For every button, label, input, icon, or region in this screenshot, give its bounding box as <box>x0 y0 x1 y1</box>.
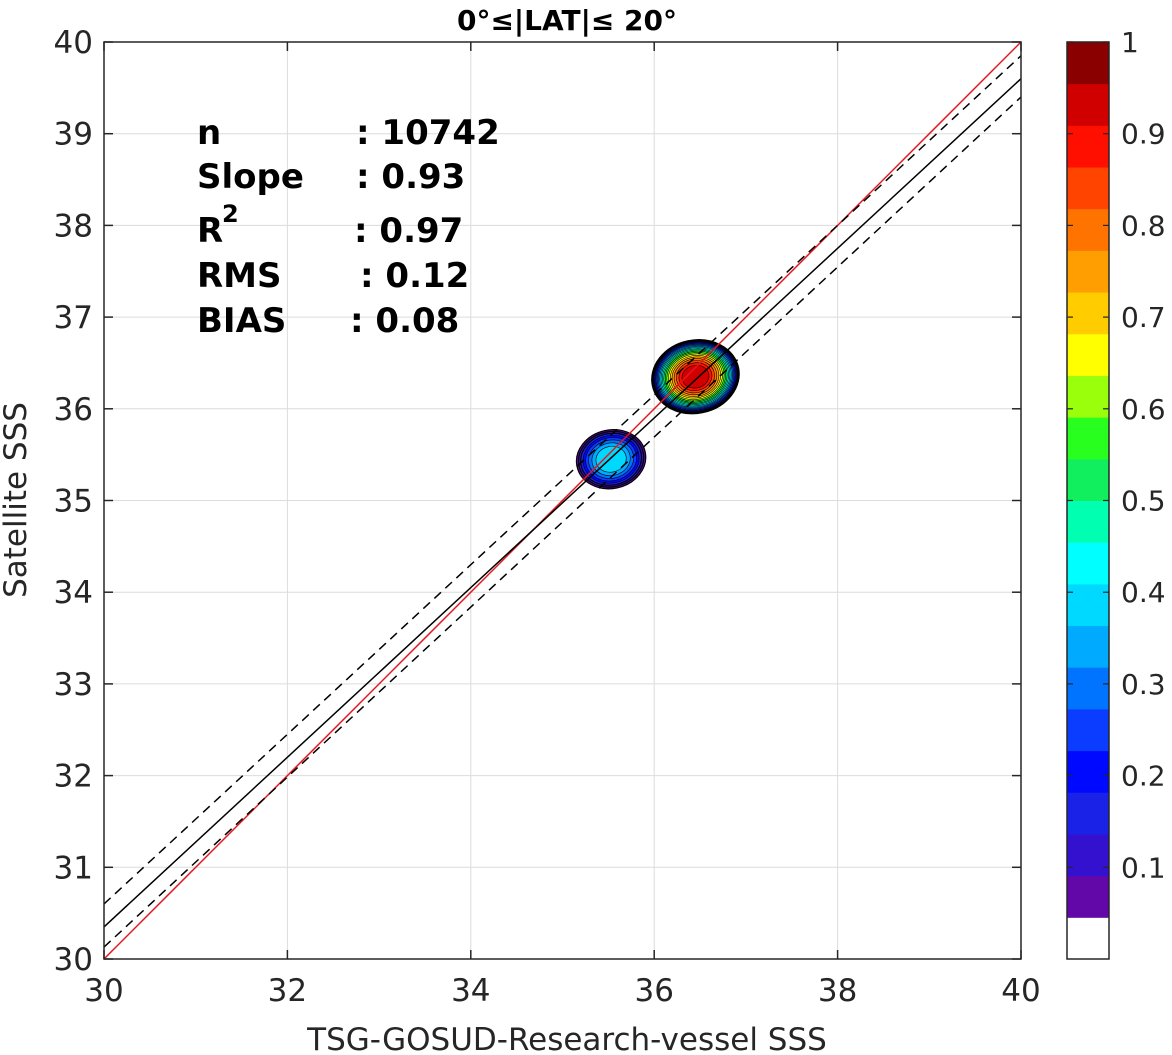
colorbar-tick-label: 0.9 <box>1121 118 1166 151</box>
line-one-to-one <box>103 41 1022 960</box>
axis-ticks: 30 32 34 36 38 40 30 31 32 33 34 35 36 37 38 39 40 <box>54 25 1041 1009</box>
stat-rms-value: : 0.12 <box>360 256 469 296</box>
stats-box: n : 10742 Slope : 0.93 R 2 : 0.97 RMS : … <box>197 113 500 341</box>
colorbar-segment <box>1067 83 1109 126</box>
stat-slope-value: : 0.93 <box>356 157 465 197</box>
colorbar-segment <box>1067 292 1109 335</box>
colorbar-segment <box>1067 875 1109 918</box>
y-tick-label: 33 <box>54 667 93 703</box>
colorbar-segment <box>1067 417 1109 460</box>
line-regression-minus <box>103 96 1022 948</box>
stat-slope-label: Slope <box>197 157 304 197</box>
density-contours <box>575 339 740 490</box>
colorbar-tick-label: 0.3 <box>1121 668 1166 701</box>
colorbar-segment <box>1067 708 1109 752</box>
colorbar-segment <box>1067 667 1109 710</box>
line-regression-plus <box>103 55 1022 905</box>
contour-level-0 <box>681 364 710 389</box>
colorbar-segment <box>1067 917 1109 960</box>
colorbar-segment <box>1067 375 1109 418</box>
y-tick-label: 35 <box>54 484 93 520</box>
y-tick-label: 34 <box>54 575 93 611</box>
colorbar-segment <box>1067 792 1109 835</box>
stat-r2-value: : 0.97 <box>354 211 463 251</box>
stat-rms-label: RMS <box>197 256 282 296</box>
colorbar-segment <box>1067 125 1109 168</box>
colorbar-tick-label: 0.5 <box>1121 485 1166 518</box>
colorbar-segment <box>1067 542 1109 585</box>
colorbar-segment <box>1067 42 1109 85</box>
colorbar-segment <box>1067 583 1109 627</box>
colorbar-segment <box>1067 250 1109 293</box>
y-tick-label: 31 <box>54 850 93 886</box>
x-tick-label: 40 <box>1001 973 1040 1009</box>
colorbar-tick-label: 0.6 <box>1121 393 1166 426</box>
x-axis-title: TSG-GOSUD-Research-vessel SSS <box>306 1022 827 1055</box>
stat-r2-superscript: 2 <box>222 200 239 228</box>
colorbar-tick-label: 0.2 <box>1121 760 1166 793</box>
chart-title: 0°≤|LAT|≤ 20° <box>457 4 677 37</box>
stat-bias-label: BIAS <box>197 301 286 341</box>
y-tick-label: 32 <box>54 759 93 795</box>
colorbar-tick-label: 0.8 <box>1121 209 1166 242</box>
colorbar-tick-label: 0.1 <box>1121 851 1166 884</box>
stat-bias-value: : 0.08 <box>350 301 459 341</box>
y-tick-label: 37 <box>54 300 93 336</box>
colorbar-segment <box>1067 458 1109 501</box>
stat-n-value: : 10742 <box>356 113 500 153</box>
y-tick-label: 36 <box>54 392 93 428</box>
stat-r2-label: R <box>197 211 223 251</box>
y-tick-label: 40 <box>54 25 93 61</box>
y-axis-title: Satellite SSS <box>0 402 34 598</box>
x-tick-label: 38 <box>818 973 857 1009</box>
colorbar-tick-label: 0.7 <box>1121 301 1166 334</box>
x-tick-label: 34 <box>451 973 490 1009</box>
colorbar-tick-label: 1 <box>1121 26 1139 59</box>
colorbar-segment <box>1067 167 1109 210</box>
colorbar-segment <box>1067 750 1109 793</box>
colorbar-segment <box>1067 208 1109 251</box>
colorbar-segment <box>1067 833 1109 877</box>
line-regression <box>103 78 1022 928</box>
stat-n-label: n <box>197 113 221 153</box>
x-tick-label: 32 <box>268 973 307 1009</box>
y-tick-label: 30 <box>54 942 93 978</box>
x-tick-label: 30 <box>84 973 123 1009</box>
y-tick-label: 38 <box>54 208 93 244</box>
fit-lines <box>103 41 1022 960</box>
x-tick-label: 36 <box>634 973 673 1009</box>
y-tick-label: 39 <box>54 117 93 153</box>
colorbar: 0.1 0.2 0.3 0.4 0.5 0.6 0.7 0.8 0.9 1 <box>1066 26 1166 960</box>
colorbar-segment <box>1067 500 1109 543</box>
colorbar-segment <box>1067 333 1109 376</box>
colorbar-segment <box>1067 625 1109 668</box>
colorbar-tick-label: 0.4 <box>1121 576 1166 609</box>
